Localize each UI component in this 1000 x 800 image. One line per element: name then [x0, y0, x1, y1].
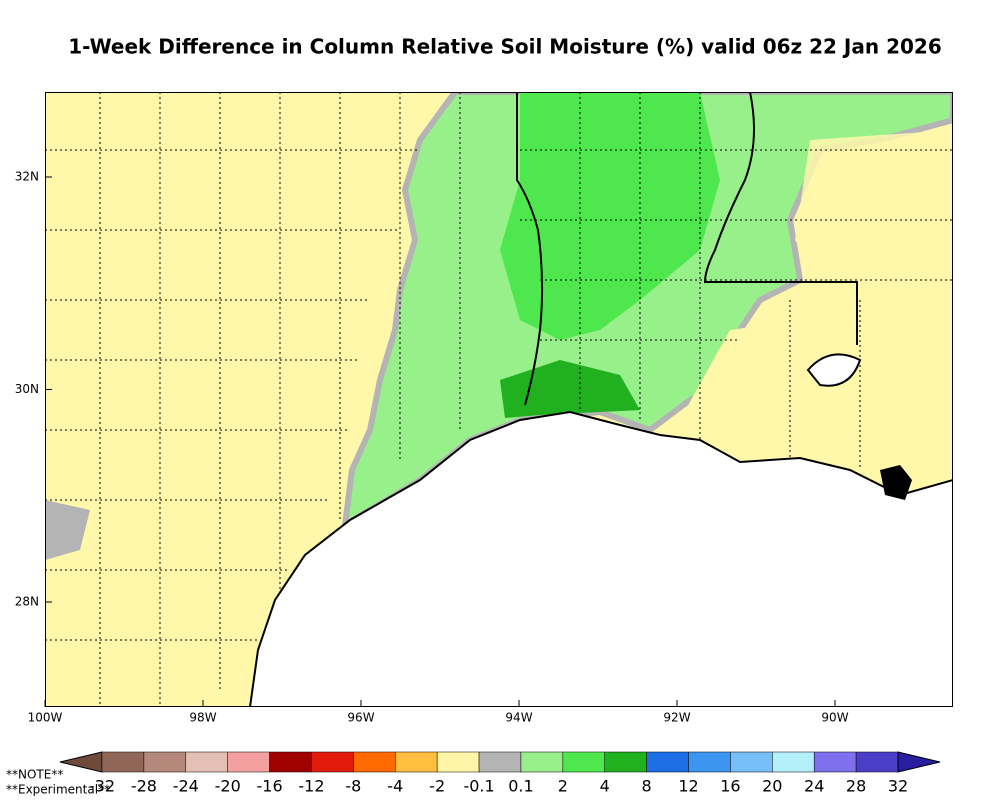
lake: [806, 353, 862, 387]
lon-label: 100W: [28, 711, 63, 725]
colorbar-label: 0.1: [508, 777, 533, 796]
colorbar-label: 8: [642, 777, 652, 796]
lon-label: 98W: [189, 711, 216, 725]
region-gray: [45, 500, 90, 560]
region-dry-la: [680, 300, 953, 480]
colorbar-swatch: [730, 751, 773, 773]
lat-label: 30N: [15, 382, 39, 396]
county-lines: [45, 92, 953, 707]
colorbar-label: 16: [720, 777, 740, 796]
colorbar-label: 4: [600, 777, 610, 796]
colorbar-label: -4: [387, 777, 403, 796]
lat-label: 28N: [15, 595, 39, 609]
colorbar-label: -2: [429, 777, 445, 796]
colorbar-arrow: [59, 751, 103, 773]
region-wettest: [500, 360, 640, 418]
colorbar: -32 -28 -24 -20 -16 -12 -8 -4 -2 -0.1 0.1 2 4 8 12 16 20…: [59, 751, 941, 796]
colorbar-swatch: [562, 751, 605, 773]
axes: 100W 98W 96W 94W 92W 90W 32N 30N 28N: [15, 170, 849, 725]
colorbar-swatch: [855, 751, 899, 773]
colorbar-swatch: [395, 751, 438, 773]
region-dry-ne: [795, 130, 953, 280]
colorbar-label: -0.1: [463, 777, 494, 796]
colorbar-label: -24: [173, 777, 199, 796]
lon-label: 96W: [347, 711, 374, 725]
colorbar-swatch: [269, 751, 312, 773]
colorbar-label: -20: [215, 777, 241, 796]
colorbar-swatch: [143, 751, 187, 773]
colorbar-swatch: [772, 751, 815, 773]
colorbar-swatch: [520, 751, 564, 773]
note: **NOTE**: [6, 768, 63, 782]
region-wetter: [500, 92, 720, 340]
colorbar-swatch: [646, 751, 689, 773]
colorbar-swatch: [311, 751, 354, 773]
lat-label: 32N: [15, 170, 39, 184]
colorbar-label: 12: [678, 777, 698, 796]
colorbar-swatch: [813, 751, 857, 773]
colorbar-label: -8: [345, 777, 361, 796]
colorbar-label: 32: [888, 777, 908, 796]
note: **Experimental**: [6, 783, 110, 797]
colorbar-arrow: [897, 751, 941, 773]
lon-label: 90W: [821, 711, 848, 725]
colorbar-label: -16: [257, 777, 283, 796]
colorbar-swatch: [227, 751, 270, 773]
colorbar-swatch: [101, 751, 145, 773]
colorbar-label: -12: [298, 777, 324, 796]
colorbar-swatch: [478, 751, 522, 773]
colorbar-label: 24: [804, 777, 824, 796]
lon-label: 94W: [505, 711, 532, 725]
colorbar-label: 20: [762, 777, 782, 796]
colorbar-label: -28: [131, 777, 157, 796]
colorbar-swatch: [604, 751, 647, 773]
title: 1-Week Difference in Column Relative Soi…: [68, 35, 942, 59]
map: [45, 92, 953, 707]
colorbar-swatch: [436, 751, 480, 773]
colorbar-label: -32: [89, 777, 115, 796]
colorbar-swatch: [185, 751, 228, 773]
colorbar-swatch: [353, 751, 396, 773]
delta: [880, 465, 912, 500]
state-borders: [516, 92, 858, 406]
colorbar-label: 2: [558, 777, 568, 796]
colorbar-swatch: [688, 751, 731, 773]
colorbar-label: 28: [846, 777, 866, 796]
lon-label: 92W: [663, 711, 690, 725]
